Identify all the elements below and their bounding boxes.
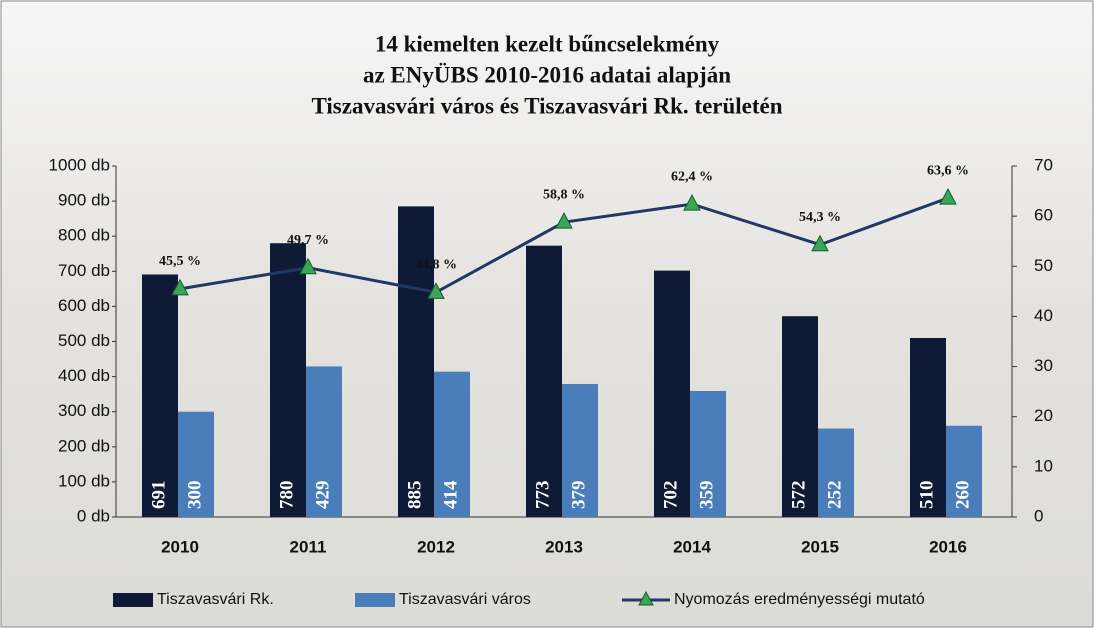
x-tick-label: 2010 xyxy=(161,537,199,556)
bar-value-label: 359 xyxy=(696,481,717,510)
line-value-label: 63,6 % xyxy=(927,163,969,178)
marker xyxy=(939,188,957,205)
marker xyxy=(427,282,445,299)
y-tick-label: 0 db xyxy=(77,506,110,525)
line-value-label: 45,5 % xyxy=(159,254,201,269)
y2-tick-label: 10 xyxy=(1034,456,1053,475)
y-tick-label: 900 db xyxy=(58,191,110,210)
bar xyxy=(562,383,598,517)
line-value-label: 62,4 % xyxy=(671,169,713,184)
legend-label: Tiszavasvári város xyxy=(399,591,531,608)
legend-label: Tiszavasvári Rk. xyxy=(157,591,274,608)
bar-value-label: 260 xyxy=(952,481,973,510)
bar xyxy=(398,206,434,518)
bar-value-label: 572 xyxy=(788,481,809,510)
x-tick-label: 2015 xyxy=(801,537,839,556)
y-tick-label: 800 db xyxy=(58,226,110,245)
y-tick-label: 700 db xyxy=(58,261,110,280)
marker xyxy=(811,234,829,252)
marker xyxy=(683,194,701,211)
line-value-label: 54,3 % xyxy=(799,210,841,225)
marker xyxy=(171,278,189,296)
y2-tick-label: 50 xyxy=(1034,256,1053,275)
y2-tick-label: 70 xyxy=(1034,155,1053,174)
bar-value-label: 691 xyxy=(148,481,169,510)
bar-value-label: 780 xyxy=(276,481,297,510)
x-tick-label: 2016 xyxy=(929,537,967,556)
bar xyxy=(434,371,470,517)
bar-value-label: 510 xyxy=(916,481,937,510)
legend-swatch xyxy=(113,593,153,607)
legend-swatch xyxy=(355,593,395,607)
bar-value-label: 773 xyxy=(532,481,553,510)
bar xyxy=(946,425,982,517)
y2-tick-label: 20 xyxy=(1034,406,1053,425)
bar xyxy=(306,366,342,517)
y-tick-label: 500 db xyxy=(58,331,110,350)
line-value-label: 49,7 % xyxy=(287,233,329,248)
y-tick-label: 400 db xyxy=(58,366,110,385)
x-tick-label: 2013 xyxy=(545,537,583,556)
marker xyxy=(299,257,317,275)
legend-swatch xyxy=(638,590,654,606)
bar-value-label: 379 xyxy=(568,481,589,510)
y2-tick-label: 30 xyxy=(1034,356,1053,375)
bar xyxy=(270,243,306,517)
x-tick-label: 2011 xyxy=(290,537,327,556)
marker xyxy=(555,212,573,229)
bar xyxy=(142,274,178,517)
y-tick-label: 200 db xyxy=(58,436,110,455)
bar xyxy=(782,316,818,517)
bar-value-label: 429 xyxy=(312,481,333,510)
bar xyxy=(526,245,562,517)
chart-title: az ENyÜBS 2010-2016 adatai alapján xyxy=(363,62,731,87)
legend-label: Nyomozás eredményességi mutató xyxy=(674,591,925,608)
line-value-label: 58,8 % xyxy=(543,187,585,202)
chart-title: Tiszavasvári város és Tiszavasvári Rk. t… xyxy=(311,93,782,118)
bar-value-label: 414 xyxy=(440,480,461,509)
bar-value-label: 885 xyxy=(404,481,425,510)
bar xyxy=(178,411,214,517)
bar xyxy=(910,337,946,517)
y-tick-label: 600 db xyxy=(58,296,110,315)
x-tick-label: 2012 xyxy=(417,537,455,556)
y2-tick-label: 60 xyxy=(1034,206,1053,225)
y2-tick-label: 40 xyxy=(1034,306,1053,325)
x-tick-label: 2014 xyxy=(673,537,711,556)
bar xyxy=(818,428,854,517)
line-value-label: 44,8 % xyxy=(415,258,457,273)
chart-title: 14 kiemelten kezelt bűncselekmény xyxy=(375,31,720,56)
bar-value-label: 702 xyxy=(660,481,681,510)
y2-tick-label: 0 xyxy=(1034,506,1043,525)
bar-value-label: 252 xyxy=(824,481,845,510)
y-tick-label: 300 db xyxy=(58,401,110,420)
bar-value-label: 300 xyxy=(184,481,205,510)
bar xyxy=(690,390,726,517)
y-tick-label: 100 db xyxy=(58,471,110,490)
bar xyxy=(654,270,690,517)
y-tick-label: 1000 db xyxy=(49,155,110,174)
